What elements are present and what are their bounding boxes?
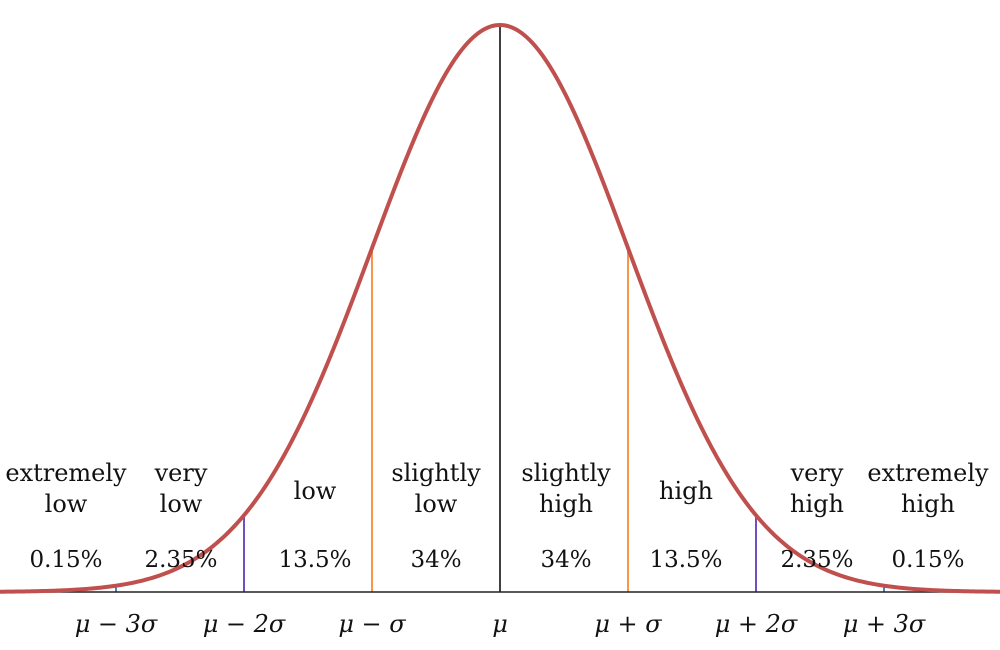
region-label: high [539, 490, 593, 518]
tick-label: μ − 2σ [203, 610, 286, 638]
region-labels: extremely low 0.15% very low 2.35% low 13.5% sli… [5, 459, 989, 573]
region-label: high [901, 490, 955, 518]
region-label: extremely [867, 459, 989, 487]
tick-label: μ [492, 610, 508, 638]
region-label: slightly [521, 459, 611, 487]
region-label: high [790, 490, 844, 518]
region-label: low [415, 490, 458, 518]
region-label: slightly [391, 459, 481, 487]
region-label: low [294, 477, 337, 505]
region-percent: 0.15% [891, 547, 964, 573]
region-percent: 34% [410, 547, 461, 573]
region-label: very [154, 459, 208, 487]
tick-label: μ + 3σ [843, 610, 926, 638]
region-label: low [45, 490, 88, 518]
region-percent: 0.15% [29, 547, 102, 573]
sigma-lines [115, 25, 885, 592]
region-label: extremely [5, 459, 127, 487]
tick-label: μ − 3σ [75, 610, 158, 638]
region-label: low [160, 490, 203, 518]
tick-label: μ − σ [338, 610, 406, 638]
region-percent: 13.5% [649, 547, 722, 573]
region-label: high [659, 477, 713, 505]
region-percent: 34% [540, 547, 591, 573]
region-label: very [790, 459, 844, 487]
axis-tick-labels: μ − 3σ μ − 2σ μ − σ μ μ + σ μ + 2σ μ + 3σ [75, 610, 926, 638]
tick-label: μ + 2σ [715, 610, 798, 638]
region-percent: 13.5% [278, 547, 351, 573]
tick-label: μ + σ [594, 610, 662, 638]
region-percent: 2.35% [144, 547, 217, 573]
bell-curve [0, 22, 1000, 594]
region-percent: 2.35% [780, 547, 853, 573]
